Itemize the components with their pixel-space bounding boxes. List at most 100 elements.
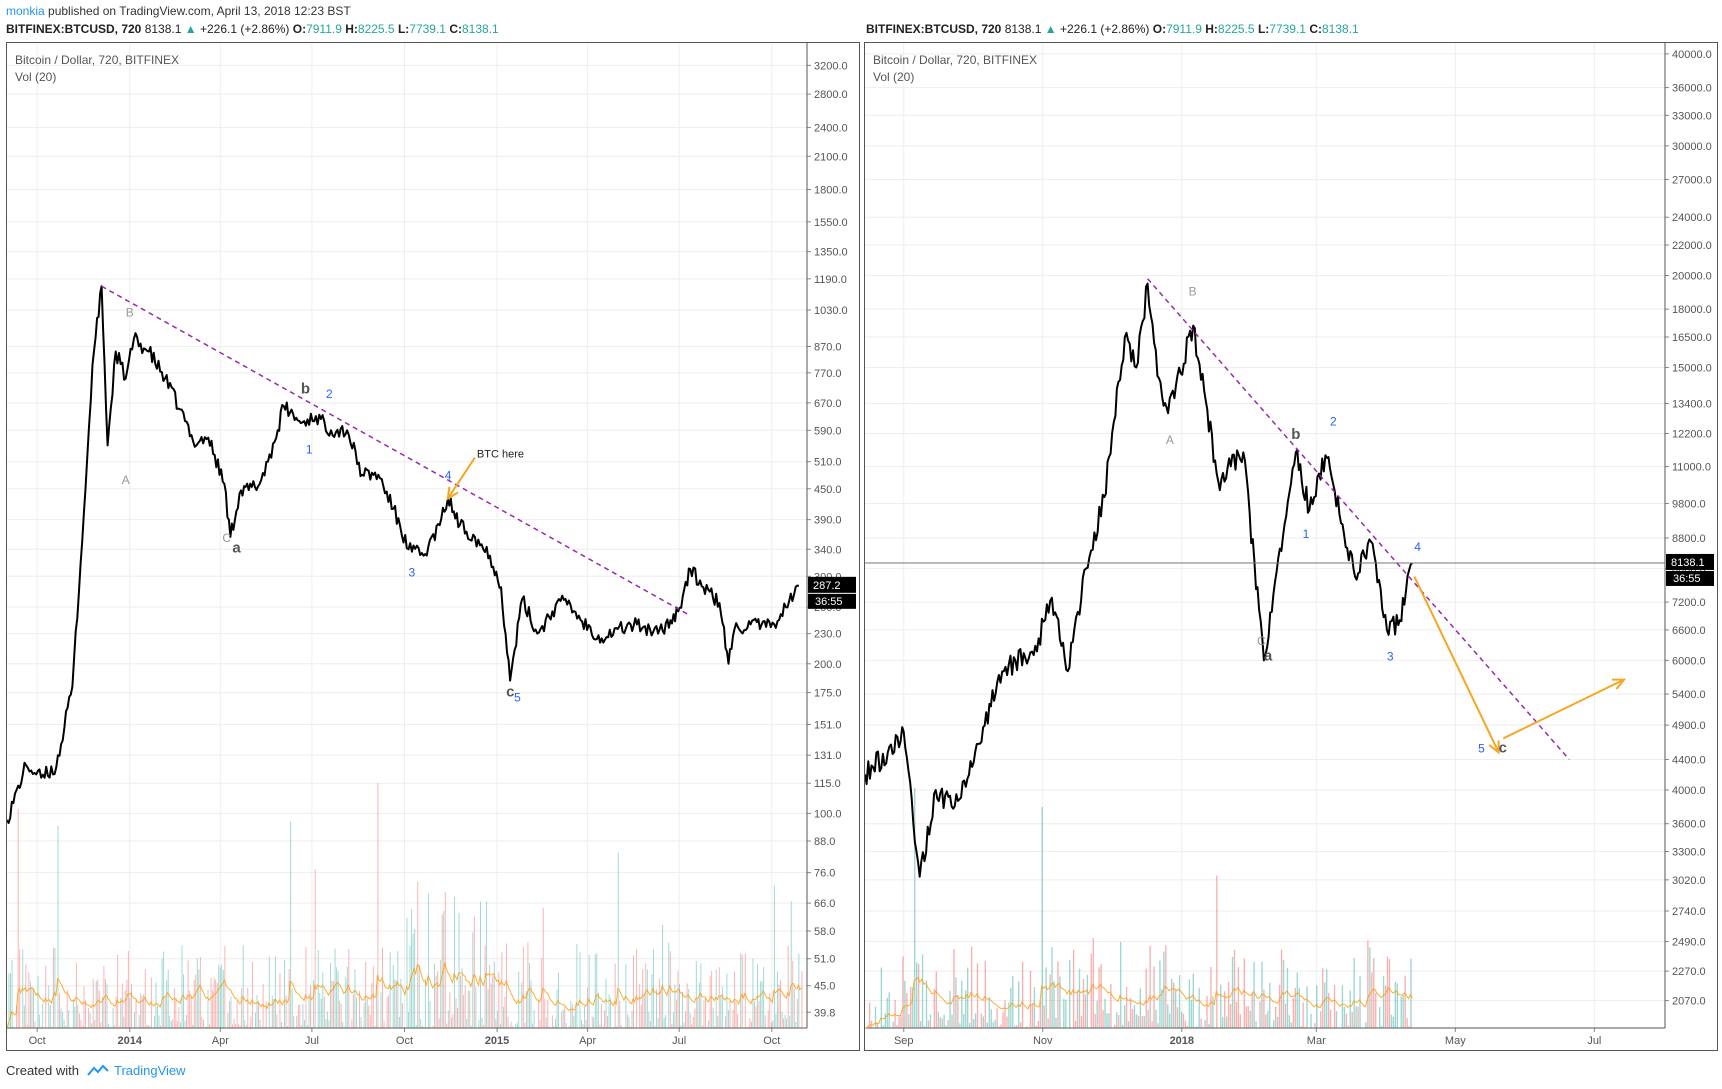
volume-bar [207,989,209,1028]
volume-bar [630,1026,631,1028]
volume-bar [224,946,226,1028]
wave-label: C [222,531,231,545]
y-tick-label: 151.0 [814,719,842,731]
volume-bar [317,949,319,1028]
volume-bar [202,1019,204,1028]
volume-bar [882,1025,885,1028]
volume-bar [1041,807,1043,1028]
wave-label: 2 [326,387,333,401]
y-tick-label: 390.0 [814,515,842,527]
volume-bar [486,901,488,1028]
volume-bar [489,964,491,1028]
volume-bar [919,1021,922,1028]
volume-bar [795,1021,797,1028]
countdown-label: 36:55 [815,596,843,608]
ticker-low: 7739.1 [409,22,446,36]
volume-bar [241,988,243,1028]
volume-bar [521,982,523,1028]
volume-bar [48,985,50,1028]
volume-bar [994,1019,996,1028]
volume-bar [71,1027,73,1028]
volume-bar [273,999,275,1028]
volume-bar [157,1005,158,1028]
volume-bar [92,978,94,1028]
volume-bar [642,969,644,1028]
volume-bar [325,1019,327,1028]
volume-bar [209,1024,210,1028]
volume-bar [925,980,928,1028]
wave-label: b [301,380,310,397]
volume-bar [1227,981,1230,1028]
volume-bar [1320,1011,1322,1028]
volume-bar [426,1027,428,1028]
volume-bar [680,1025,682,1028]
volume-bar [686,983,688,1028]
volume-bar [1123,1005,1126,1028]
volume-bar [746,1027,748,1028]
volume-bar [101,997,103,1028]
volume-bar [299,1004,301,1028]
volume-bar [588,955,590,1028]
volume-bar [929,1014,932,1028]
chart-panel-left[interactable]: 3200.0 2800.0 2400.0 2100.0 1800.0 1550.0 1350… [6,42,860,1051]
y-tick-label: 22000.0 [1672,240,1712,252]
volume-bar [643,994,645,1028]
tradingview-link[interactable]: TradingView [114,1063,186,1078]
volume-bar [1308,1027,1310,1028]
tradingview-logo-icon [86,1064,109,1076]
volume-bar [757,964,759,1028]
volume-bar [677,970,679,1028]
price-chart-left[interactable]: 3200.02800.02400.02100.01800.01550.01350… [6,43,859,1050]
wave-label: a [1264,647,1273,664]
volume-bar [1382,976,1385,1028]
y-tick-label: 15000.0 [1672,362,1712,374]
volume-bar [1249,1010,1251,1028]
volume-bar [741,955,743,1028]
volume-bar [184,1020,186,1028]
volume-bar [450,1017,452,1028]
volume-bar [476,1027,478,1028]
volume-bar [1347,1025,1349,1028]
volume-bar [986,1022,988,1028]
volume-bar [319,992,321,1028]
volume-indicator-label[interactable]: Vol (20) [15,70,57,84]
volume-bar [265,1001,267,1028]
open-label: O: [292,22,307,36]
volume-bar [1259,1001,1261,1028]
volume-bar [1016,1025,1018,1028]
volume-bar [164,996,166,1028]
volume-bar [258,1000,259,1028]
volume-bar [138,1014,140,1028]
volume-bar [1214,1027,1216,1028]
volume-bar [1284,1003,1287,1028]
volume-bar [604,1010,605,1028]
volume-bar [512,1026,514,1028]
volume-bar [1216,875,1218,1028]
volume-bar [1080,1016,1083,1028]
volume-bar [118,1026,120,1028]
volume-bar [397,951,399,1028]
volume-bar [721,986,723,1028]
volume-bar [401,1003,403,1028]
chart-panel-right[interactable]: 40000.0 36000.0 33000.0 30000.0 27000.0 24000… [864,42,1718,1051]
volume-bar [949,990,951,1028]
arrow-head-icon [446,486,459,501]
volume-bar [888,992,890,1028]
x-tick-label: Apr [212,1035,229,1047]
volume-bar [620,1025,622,1028]
volume-bar [109,1026,111,1028]
volume-bar [1369,947,1371,1028]
author-link[interactable]: monkia [6,4,45,18]
volume-bar [597,992,599,1028]
volume-indicator-label[interactable]: Vol (20) [873,70,915,84]
volume-bar [287,1025,289,1028]
volume-bar [316,1027,318,1028]
volume-bar [158,1015,160,1028]
volume-bar [189,990,191,1028]
volume-bar [65,1026,67,1028]
volume-bar [1147,1009,1149,1028]
x-tick-label: Oct [396,1035,413,1047]
price-chart-right[interactable]: 40000.036000.033000.030000.027000.024000… [864,43,1717,1050]
volume-bar [726,973,728,1028]
volume-bar [1035,1025,1038,1028]
